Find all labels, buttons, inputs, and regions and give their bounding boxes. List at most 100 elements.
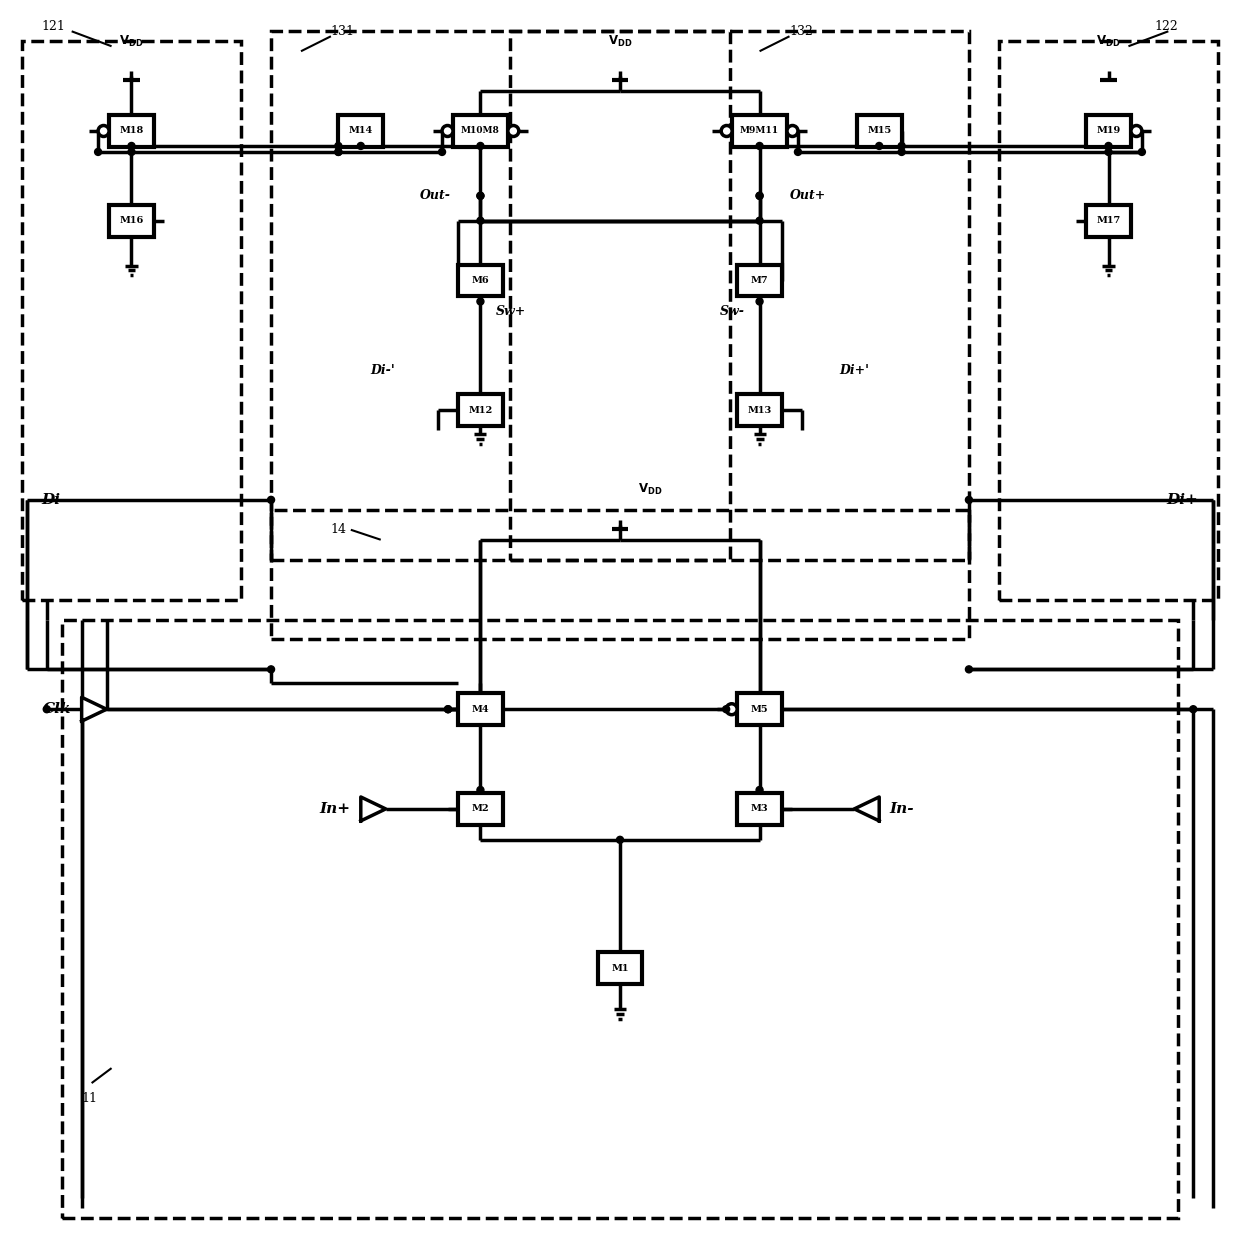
Text: M2: M2 [471,804,490,814]
Bar [109,115,154,147]
Circle shape [795,149,801,155]
Circle shape [756,192,763,199]
Circle shape [1105,149,1112,155]
Text: $\mathbf{V_{DD}}$: $\mathbf{V_{DD}}$ [608,33,632,48]
Text: M14: M14 [348,126,373,135]
Circle shape [335,149,342,155]
Circle shape [335,142,342,150]
Bar [511,31,968,560]
Text: Di+': Di+' [839,364,869,377]
Polygon shape [361,797,386,821]
Circle shape [477,299,484,305]
Polygon shape [82,698,107,721]
Bar [999,41,1218,600]
Text: M18: M18 [119,126,144,135]
Bar [458,793,503,825]
Text: M16: M16 [119,217,144,225]
Circle shape [1189,706,1197,712]
Circle shape [477,217,484,224]
Circle shape [439,149,445,155]
Text: Sw+: Sw+ [496,305,526,318]
Circle shape [43,706,51,712]
Circle shape [357,142,365,150]
Circle shape [441,125,453,136]
Circle shape [1131,125,1142,136]
Bar [737,694,782,725]
Circle shape [722,125,732,136]
Circle shape [94,149,102,155]
Circle shape [1105,142,1112,150]
Text: $\mathbf{V_{DD}}$: $\mathbf{V_{DD}}$ [637,482,662,497]
Text: M3: M3 [750,804,769,814]
Text: M17: M17 [1096,217,1121,225]
Text: M13: M13 [748,405,771,415]
Bar [737,793,782,825]
Bar [62,620,1178,1218]
Text: M4: M4 [471,705,490,714]
Circle shape [727,704,737,715]
Circle shape [98,125,109,136]
Circle shape [477,787,484,793]
Bar [737,265,782,296]
Bar [1086,204,1131,237]
Circle shape [756,142,763,150]
Text: 11: 11 [82,1092,98,1104]
Circle shape [875,142,883,150]
Bar [458,394,503,426]
Bar [857,115,901,147]
Text: In+: In+ [320,802,351,817]
Text: M15: M15 [867,126,892,135]
Text: Di-': Di-' [371,364,396,377]
Circle shape [1138,149,1146,155]
Text: Clk: Clk [43,703,72,716]
Circle shape [335,149,342,155]
Bar [109,204,154,237]
Text: Out+: Out+ [790,190,826,202]
Circle shape [477,192,484,199]
Bar [453,115,508,147]
Text: M10M8: M10M8 [461,126,500,135]
Text: 121: 121 [42,20,66,32]
Bar [458,694,503,725]
Text: M1: M1 [611,964,629,973]
Bar [598,953,642,984]
Circle shape [898,149,905,155]
Circle shape [756,787,763,793]
Circle shape [128,149,135,155]
Circle shape [756,192,763,199]
Bar [339,115,383,147]
Text: Di+: Di+ [1167,493,1198,507]
Bar [1086,115,1131,147]
Text: $\mathbf{V_{DD}}$: $\mathbf{V_{DD}}$ [1096,33,1121,48]
Circle shape [444,706,451,712]
Text: 132: 132 [790,25,813,38]
Text: In-: In- [889,802,914,817]
Circle shape [477,192,484,199]
Text: 131: 131 [331,25,355,38]
Circle shape [723,706,729,712]
Circle shape [268,497,274,503]
Circle shape [477,142,484,150]
Bar [272,31,729,560]
Text: 14: 14 [331,523,347,536]
Bar [458,265,503,296]
Circle shape [966,497,972,503]
Text: M6: M6 [471,276,490,285]
Polygon shape [854,797,879,821]
Text: Out-: Out- [419,190,450,202]
Bar [22,41,241,600]
Text: Di-: Di- [42,493,67,507]
Circle shape [787,125,799,136]
Text: 122: 122 [1154,20,1178,32]
Circle shape [128,142,135,150]
Circle shape [616,836,624,844]
Circle shape [508,125,518,136]
Circle shape [756,217,763,224]
Circle shape [898,142,905,150]
Text: M9M11: M9M11 [740,126,779,135]
Text: $\mathbf{V_{DD}}$: $\mathbf{V_{DD}}$ [119,33,144,48]
Circle shape [268,665,274,673]
Text: M5: M5 [750,705,769,714]
Circle shape [756,299,763,305]
Text: M7: M7 [750,276,769,285]
